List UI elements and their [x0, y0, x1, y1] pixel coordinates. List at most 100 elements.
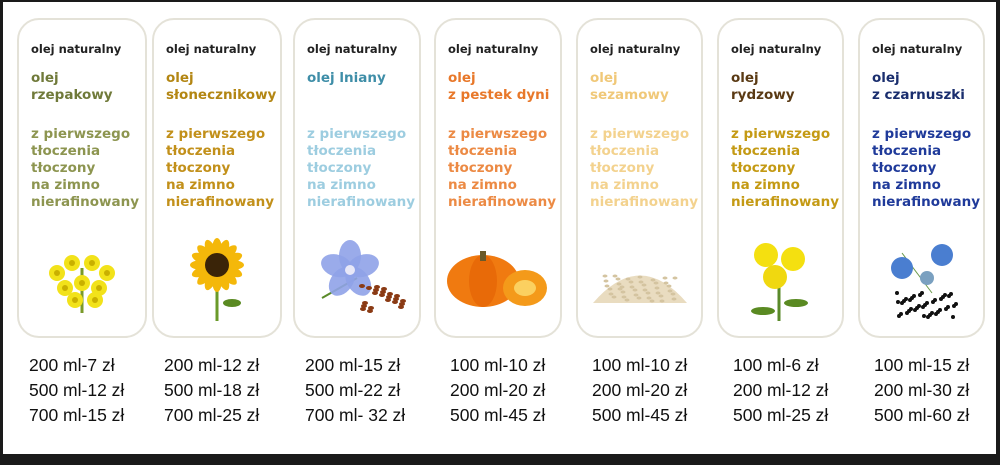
price-item: 200 ml-15 zł [305, 355, 401, 375]
description-line: nierafinowany [448, 194, 557, 210]
oil-type-label: olej naturalny [31, 42, 122, 56]
description-line: tłoczenia [872, 143, 942, 159]
description-line: tłoczenia [31, 143, 101, 159]
product-name-line: rydzowy [731, 87, 795, 103]
product-name-line: z pestek dyni [448, 87, 550, 103]
oil-type-label: olej naturalny [307, 42, 398, 56]
price-list: 100 ml-6 zł 200 ml-12 zł 500 ml-25 zł [733, 353, 828, 428]
description-line: na zimno [166, 177, 235, 193]
product-description: z pierwszego tłoczenia tłoczony na zimno nie… [872, 126, 983, 211]
product-card-sesame-seeds: olej naturalny olej sezamowy z pierwszego… [576, 18, 703, 338]
flax-flower-icon [295, 230, 419, 325]
product-name-line: olej lniany [307, 70, 386, 86]
description-line: nierafinowany [166, 194, 275, 210]
product-name-line: olej [872, 70, 900, 86]
product-name-line: słonecznikowy [166, 87, 277, 103]
description-line: nierafinowany [590, 194, 699, 210]
product-name-line: olej [731, 70, 759, 86]
price-item: 500 ml-45 zł [450, 405, 546, 425]
price-item: 200 ml-20 zł [450, 380, 546, 400]
oil-type-label: olej naturalny [590, 42, 681, 56]
product-description: z pierwszego tłoczenia tłoczony na zimno nie… [166, 126, 280, 211]
description-line: z pierwszego [448, 126, 548, 142]
description-line: tłoczony [166, 160, 231, 176]
rapeseed-flower-icon [19, 230, 145, 325]
description-line: z pierwszego [31, 126, 131, 142]
product-name-line: z czarnuszki [872, 87, 965, 103]
product-name: olej rydzowy [731, 70, 842, 126]
price-list: 100 ml-15 zł 200 ml-30 zł 500 ml-60 zł [874, 353, 969, 428]
description-line: tłoczenia [590, 143, 660, 159]
price-item: 100 ml-10 zł [592, 355, 688, 375]
description-line: na zimno [31, 177, 100, 193]
price-list: 100 ml-10 zł 200 ml-20 zł 500 ml-45 zł [592, 353, 687, 428]
product-name: olej lniany [307, 70, 419, 126]
description-line: na zimno [307, 177, 376, 193]
price-item: 700 ml-25 zł [164, 405, 260, 425]
price-item: 500 ml-18 zł [164, 380, 260, 400]
price-item: 200 ml-12 zł [164, 355, 260, 375]
price-item: 200 ml-20 zł [592, 380, 688, 400]
pumpkin-icon [436, 230, 560, 325]
product-name: olej z czarnuszki [872, 70, 983, 126]
price-item: 700 ml-15 zł [29, 405, 125, 425]
price-item: 700 ml- 32 zł [305, 405, 406, 425]
product-name: olej rzepakowy [31, 70, 145, 126]
description-line: tłoczony [31, 160, 96, 176]
description-line: z pierwszego [307, 126, 407, 142]
price-item: 100 ml-15 zł [874, 355, 970, 375]
product-card-nigella-flower: olej naturalny olej z czarnuszki z pierws… [858, 18, 985, 338]
nigella-flower-icon [860, 230, 983, 325]
camelina-flower-icon [719, 230, 842, 325]
product-description: z pierwszego tłoczenia tłoczony na zimno nie… [307, 126, 419, 211]
product-card-camelina-flower: olej naturalny olej rydzowy z pierwszego t… [717, 18, 844, 338]
price-item: 200 ml-12 zł [733, 380, 829, 400]
product-name: olej sezamowy [590, 70, 701, 126]
product-description: z pierwszego tłoczenia tłoczony na zimno nie… [731, 126, 842, 211]
price-item: 100 ml-10 zł [450, 355, 546, 375]
oil-type-label: olej naturalny [166, 42, 257, 56]
product-name-line: olej [590, 70, 618, 86]
product-name: olej słonecznikowy [166, 70, 280, 126]
description-line: z pierwszego [872, 126, 972, 142]
price-list: 200 ml-12 zł 500 ml-18 zł 700 ml-25 zł [164, 353, 259, 428]
description-line: tłoczenia [307, 143, 377, 159]
price-item: 500 ml-45 zł [592, 405, 688, 425]
product-description: z pierwszego tłoczenia tłoczony na zimno nie… [590, 126, 701, 211]
price-list: 200 ml-7 zł 500 ml-12 zł 700 ml-15 zł [29, 353, 124, 428]
product-card-rapeseed-flower: olej naturalny olej rzepakowy z pierwszeg… [17, 18, 147, 338]
description-line: nierafinowany [31, 194, 140, 210]
product-card-flax-flower: olej naturalny olej lniany z pierwszego t… [293, 18, 421, 338]
description-line: nierafinowany [307, 194, 416, 210]
sunflower-icon [154, 230, 280, 325]
price-list: 200 ml-15 zł 500 ml-22 zł 700 ml- 32 zł [305, 353, 405, 428]
description-line: na zimno [731, 177, 800, 193]
description-line: nierafinowany [731, 194, 840, 210]
sesame-seeds-icon [578, 230, 701, 325]
description-line: na zimno [590, 177, 659, 193]
description-line: tłoczenia [166, 143, 236, 159]
price-item: 500 ml-12 zł [29, 380, 125, 400]
product-name-line: sezamowy [590, 87, 669, 103]
description-line: z pierwszego [731, 126, 831, 142]
description-line: tłoczony [448, 160, 513, 176]
product-name: olej z pestek dyni [448, 70, 560, 126]
oil-type-label: olej naturalny [872, 42, 963, 56]
oil-type-label: olej naturalny [731, 42, 822, 56]
oil-type-label: olej naturalny [448, 42, 539, 56]
product-name-line: olej [448, 70, 476, 86]
price-item: 200 ml-7 zł [29, 355, 115, 375]
description-line: tłoczony [590, 160, 655, 176]
description-line: tłoczony [307, 160, 372, 176]
product-card-pumpkin: olej naturalny olej z pestek dyni z pierw… [434, 18, 562, 338]
product-description: z pierwszego tłoczenia tłoczony na zimno nie… [31, 126, 145, 211]
price-item: 200 ml-30 zł [874, 380, 970, 400]
description-line: tłoczony [731, 160, 796, 176]
price-list: 100 ml-10 zł 200 ml-20 zł 500 ml-45 zł [450, 353, 545, 428]
description-line: tłoczony [872, 160, 937, 176]
product-card-sunflower: olej naturalny olej słonecznikowy z pierw… [152, 18, 282, 338]
description-line: z pierwszego [590, 126, 690, 142]
description-line: nierafinowany [872, 194, 981, 210]
product-description: z pierwszego tłoczenia tłoczony na zimno nie… [448, 126, 560, 211]
product-name-line: olej [31, 70, 59, 86]
